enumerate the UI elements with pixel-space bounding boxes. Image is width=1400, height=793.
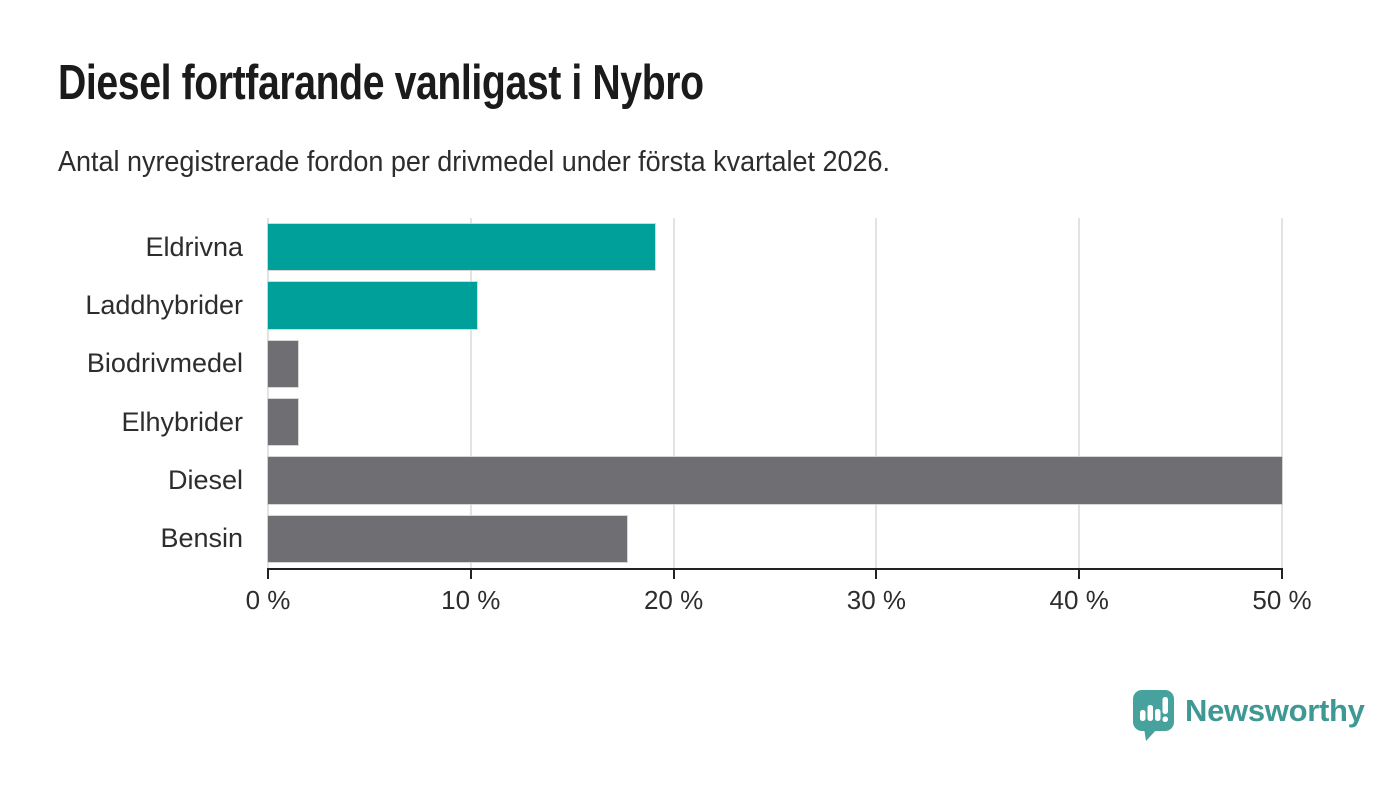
newsworthy-wordmark: Newsworthy bbox=[1185, 693, 1365, 728]
x-tick-label: 20 % bbox=[643, 585, 704, 615]
chart-row-laddhybrider: Laddhybrider bbox=[58, 276, 1282, 334]
category-label: Eldrivna bbox=[145, 231, 243, 262]
category-label: Diesel bbox=[167, 464, 243, 495]
newsworthy-logo: Newsworthy bbox=[1133, 690, 1365, 741]
bar-eldrivna bbox=[268, 224, 656, 271]
bar-track bbox=[268, 393, 1282, 451]
chart-row-diesel: Diesel bbox=[58, 451, 1282, 509]
x-tick-label: 30 % bbox=[846, 585, 907, 615]
logo-bar-3 bbox=[1155, 709, 1161, 721]
bar-bensin bbox=[268, 515, 627, 562]
x-axis-line bbox=[268, 568, 1282, 570]
x-tick-label: 0 % bbox=[245, 585, 291, 615]
bar-diesel bbox=[268, 457, 1282, 504]
chart-rows: Eldrivna Laddhybrider Biodrivmedel Elhybrid… bbox=[58, 218, 1282, 568]
gridline-10 bbox=[469, 218, 472, 568]
logo-bar-2 bbox=[1147, 705, 1153, 721]
bar-track bbox=[268, 276, 1282, 334]
x-tick-0 bbox=[267, 568, 269, 579]
gridline-0 bbox=[267, 218, 269, 568]
category-label: Elhybrider bbox=[121, 406, 243, 437]
gridline-40 bbox=[1078, 218, 1081, 568]
chart-row-bensin: Bensin bbox=[58, 510, 1282, 568]
category-label: Biodrivmedel bbox=[86, 348, 243, 379]
chart-title: Diesel fortfarande vanligast i Nybro bbox=[58, 56, 704, 110]
chart-subtitle: Antal nyregistrerade fordon per drivmede… bbox=[58, 146, 891, 178]
logo-exclamation-dot bbox=[1162, 716, 1168, 722]
logo-exclamation-line bbox=[1162, 697, 1168, 714]
chart-row-elhybrider: Elhybrider bbox=[58, 393, 1282, 451]
x-tick-label: 50 % bbox=[1252, 585, 1312, 615]
x-tick-label: 40 % bbox=[1049, 585, 1109, 615]
logo-bar-1 bbox=[1140, 710, 1146, 721]
gridline-20 bbox=[672, 218, 675, 568]
x-tick-40 bbox=[1078, 568, 1081, 579]
gridline-50 bbox=[1281, 218, 1283, 568]
x-tick-label: 10 % bbox=[441, 585, 501, 615]
category-label: Bensin bbox=[160, 523, 243, 554]
chart-row-eldrivna: Eldrivna bbox=[58, 218, 1282, 276]
x-tick-50 bbox=[1281, 568, 1283, 579]
gridline-30 bbox=[875, 218, 878, 568]
category-label: Laddhybrider bbox=[85, 289, 243, 320]
bar-track bbox=[268, 451, 1282, 509]
bar-track bbox=[268, 510, 1282, 568]
x-tick-30 bbox=[875, 568, 878, 579]
x-tick-10 bbox=[469, 568, 472, 579]
bar-chart: Eldrivna Laddhybrider Biodrivmedel Elhybrid… bbox=[58, 218, 1312, 615]
logo-bubble-tail bbox=[1144, 728, 1158, 741]
bar-elhybrider bbox=[268, 398, 299, 446]
bar-biodrivmedel bbox=[268, 340, 299, 387]
bar-track bbox=[268, 335, 1282, 393]
bar-chart-speech-bubble-icon bbox=[1133, 690, 1174, 741]
bar-laddhybrider bbox=[268, 282, 477, 329]
plot-grid bbox=[267, 218, 1283, 568]
chart-row-biodrivmedel: Biodrivmedel bbox=[58, 335, 1282, 393]
x-axis: 0 % 10 % 20 % 30 % 40 % 50 % bbox=[246, 568, 1312, 628]
x-tick-20 bbox=[672, 568, 675, 579]
bar-track bbox=[268, 218, 1282, 276]
